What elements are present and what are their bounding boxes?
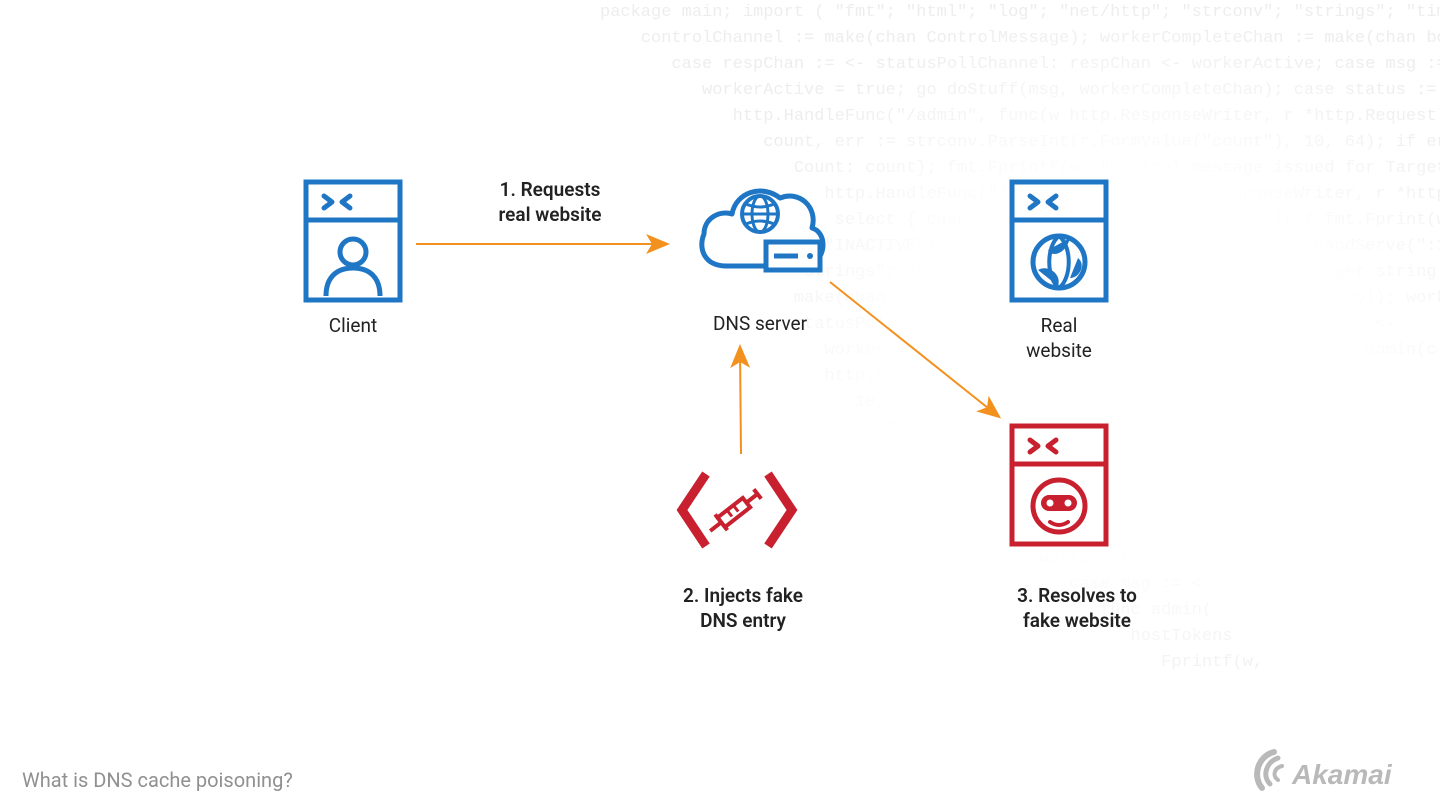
- edge-3: [830, 282, 998, 416]
- client-icon: [302, 178, 404, 304]
- node-real-label: Real website: [1008, 314, 1110, 363]
- node-client-label: Client: [302, 314, 404, 339]
- node-dns-label: DNS server: [690, 312, 830, 337]
- edge-2: [740, 348, 741, 454]
- svg-text:Akamai: Akamai: [1291, 759, 1393, 790]
- edge-label-3: 3. Resolves tofake website: [1002, 584, 1152, 633]
- node-fake-website: [1008, 422, 1110, 548]
- node-dns: DNS server: [690, 170, 830, 337]
- edge-label-1: 1. Requestsreal website: [450, 178, 650, 227]
- fake-website-icon: [1008, 422, 1110, 548]
- dns-server-icon: [690, 170, 830, 302]
- edge-label-2: 2. Injects fakeDNS entry: [668, 584, 818, 633]
- inject-icon: [672, 460, 802, 560]
- akamai-logo: Akamai: [1252, 746, 1412, 796]
- node-real-website: Real website: [1008, 178, 1110, 363]
- node-client: Client: [302, 178, 404, 339]
- diagram-canvas: 1. Requestsreal website 2. Injects fakeD…: [0, 0, 1440, 810]
- real-website-icon: [1008, 178, 1110, 304]
- diagram-caption: What is DNS cache poisoning?: [22, 768, 293, 792]
- node-inject: [672, 460, 802, 560]
- arrows-layer: [0, 0, 1440, 810]
